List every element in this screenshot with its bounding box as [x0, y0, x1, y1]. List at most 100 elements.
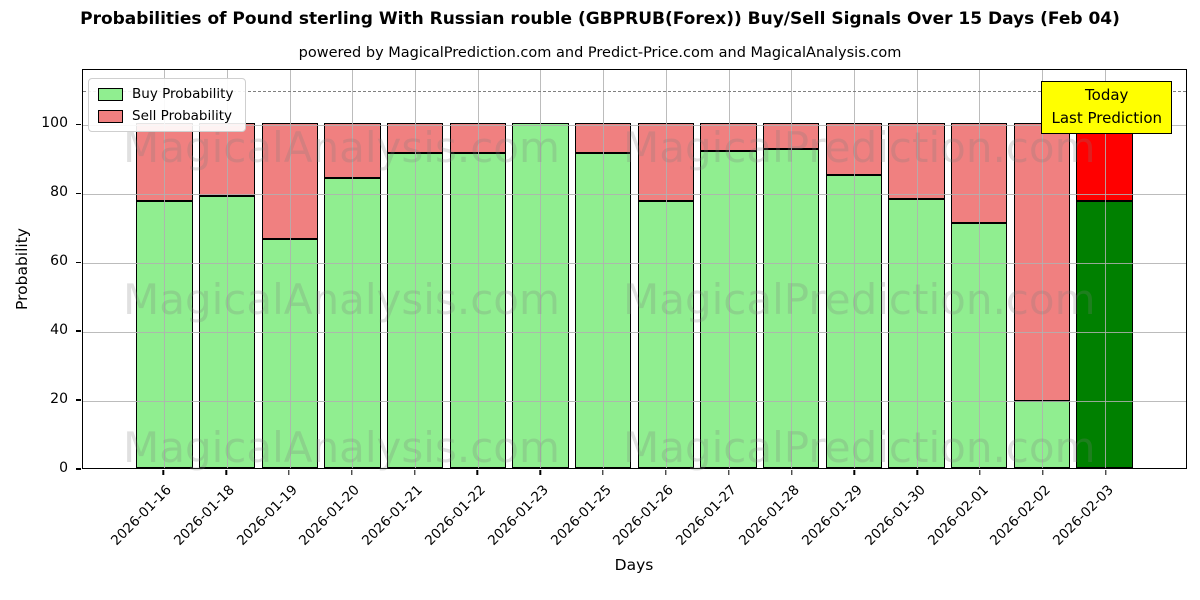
x-axis-tick-labels: 2026-01-16 2026-01-18 2026-01-19 2026-01-20… — [82, 477, 1187, 567]
x-tick — [697, 469, 760, 475]
x-tick-label: 2026-01-20 — [296, 482, 364, 549]
y-axis-title: Probability — [13, 228, 31, 310]
bar-stack — [574, 123, 632, 468]
x-tick — [635, 469, 698, 475]
x-tick-label: 2026-01-18 — [170, 482, 238, 549]
legend-item-buy: Buy Probability — [98, 86, 233, 102]
y-tick-label: 0 — [59, 460, 68, 476]
bar-segment-sell — [449, 123, 506, 153]
x-tick — [1074, 469, 1137, 475]
x-tick-label: 2026-01-21 — [359, 482, 426, 549]
x-tick — [132, 469, 195, 475]
bar-segment-sell — [574, 123, 632, 153]
bar-segment-buy — [386, 152, 444, 468]
x-tick — [760, 469, 823, 475]
bar-segment-buy — [449, 152, 506, 468]
bar-segment-sell — [261, 123, 318, 239]
x-tick — [258, 469, 321, 475]
x-tick — [949, 469, 1012, 475]
bar-segment-sell — [763, 123, 820, 149]
x-tick-label: 2026-02-02 — [987, 482, 1055, 549]
x-tick-label: 2026-01-29 — [798, 482, 866, 549]
bar-slot — [760, 70, 823, 468]
bar-segment-buy — [574, 152, 632, 468]
bar-segment-sell — [888, 123, 945, 199]
x-tick — [572, 469, 635, 475]
bar-segment-sell — [386, 123, 444, 153]
x-tick-label: 2026-01-28 — [736, 482, 803, 549]
bar-slot — [572, 70, 635, 468]
chart-title: Probabilities of Pound sterling With Rus… — [80, 9, 1120, 29]
bar-stack — [763, 123, 820, 468]
x-tick-label: 2026-02-03 — [1050, 482, 1117, 549]
y-tick-label: 100 — [41, 115, 68, 132]
plot-area: MagicalAnalysis.com MagicalPrediction.com… — [82, 69, 1187, 472]
bar-slot — [1011, 70, 1074, 468]
bar-slot — [384, 70, 447, 468]
bar-slot — [885, 70, 948, 468]
y-tick-label: 80 — [50, 184, 68, 201]
bar-segment-buy — [700, 150, 757, 468]
x-tick — [383, 469, 446, 475]
bar-segment-buy — [1013, 400, 1071, 468]
bar-segment-sell — [1013, 123, 1071, 401]
x-tick — [446, 469, 509, 475]
x-tick-label: 2026-01-16 — [107, 482, 175, 549]
bar-slot — [823, 70, 886, 468]
bar-segment-buy — [324, 178, 381, 468]
bar-stack — [1076, 123, 1133, 468]
y-axis-tick-labels: 0 20 40 60 80 100 — [0, 0, 72, 600]
today-annotation-line1: Today — [1085, 86, 1129, 104]
y-tick — [76, 468, 81, 470]
y-tick — [76, 123, 81, 125]
x-tick — [320, 469, 383, 475]
legend-item-sell: Sell Probability — [98, 108, 233, 124]
bar-stack — [951, 123, 1008, 468]
bar-stack — [512, 123, 569, 468]
y-tick — [76, 330, 81, 332]
legend-label-sell: Sell Probability — [132, 108, 233, 124]
bar-segment-sell — [1076, 123, 1133, 201]
bar-segment-buy — [198, 195, 256, 468]
bar-segment-sell — [198, 123, 256, 196]
bar-segment-sell — [951, 123, 1008, 224]
x-tick — [886, 469, 949, 475]
bar-segment-buy — [888, 199, 945, 468]
y-tick-label: 60 — [50, 253, 68, 270]
x-tick — [509, 469, 572, 475]
bar-stack — [136, 123, 193, 468]
bars-layer — [83, 70, 1186, 468]
bar-segment-buy — [637, 200, 695, 468]
bar-segment-buy — [1076, 200, 1133, 468]
bar-stack — [637, 123, 695, 468]
bar-segment-buy — [763, 149, 820, 468]
bar-segment-sell — [136, 123, 193, 201]
legend-label-buy: Buy Probability — [132, 86, 234, 102]
legend: Buy Probability Sell Probability — [88, 78, 247, 132]
bar-segment-sell — [825, 123, 883, 175]
x-axis-title: Days — [614, 556, 654, 574]
bar-stack — [825, 123, 883, 468]
sell-swatch-icon — [98, 109, 123, 123]
buy-swatch-icon — [98, 87, 123, 101]
x-tick-label: 2026-01-25 — [547, 482, 615, 549]
today-annotation: Today Last Prediction — [1041, 81, 1172, 134]
bar-stack — [449, 123, 506, 468]
y-tick-label: 40 — [50, 322, 68, 339]
bar-segment-buy — [951, 223, 1008, 468]
x-tick — [1011, 469, 1074, 475]
bar-stack — [324, 123, 381, 468]
x-tick-label: 2026-01-22 — [421, 482, 489, 549]
bar-stack — [1013, 123, 1071, 468]
bar-slot — [133, 70, 196, 468]
bar-segment-sell — [637, 123, 695, 201]
bar-stack — [198, 123, 256, 468]
y-tick — [76, 192, 81, 194]
today-annotation-line2: Last Prediction — [1051, 109, 1162, 128]
bar-slot — [697, 70, 760, 468]
x-tick-label: 2026-01-23 — [484, 482, 552, 549]
x-tick-label: 2026-01-30 — [861, 482, 929, 549]
y-tick — [76, 261, 81, 263]
x-tick-label: 2026-01-26 — [610, 482, 678, 549]
bar-stack — [386, 123, 444, 468]
